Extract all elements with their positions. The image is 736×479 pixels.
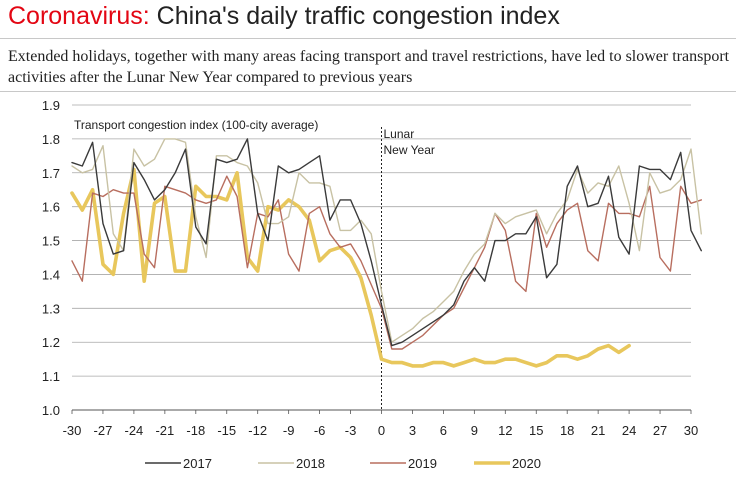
series-line-2020 [70,167,631,368]
x-tick-label: -6 [314,423,326,438]
x-tick-label: -9 [283,423,295,438]
y-tick-label: 1.5 [42,234,60,249]
y-tick-label: 1.3 [42,301,60,316]
x-tick-label: 9 [471,423,478,438]
chart-title: Coronavirus: China's daily traffic conge… [8,2,560,31]
x-tick-label: -3 [345,423,357,438]
x-tick-label: -21 [155,423,174,438]
x-tick-label: 18 [560,423,574,438]
series-line-2019 [71,175,702,350]
series-line-2018 [71,138,702,343]
x-tick-label: 30 [684,423,698,438]
y-tick-label: 1.8 [42,132,60,147]
x-tick-label: 3 [409,423,416,438]
chart-inner-label: Transport congestion index (100-city ave… [74,118,318,132]
x-tick-label: 27 [653,423,667,438]
x-tick-label: -18 [186,423,205,438]
x-axis: -30 -27 -24 -21 -18 -15 -12 -9 -6 -3 0 3 6 9 12 15 18 21 2… [63,410,698,438]
y-tick-label: 1.6 [42,200,60,215]
series-lines [70,138,702,368]
y-tick-label: 1.2 [42,335,60,350]
x-tick-label: -15 [217,423,236,438]
chart-subtitle: Extended holidays, together with many ar… [8,48,730,86]
x-tick-label: 15 [529,423,543,438]
y-axis: 1.0 1.1 1.2 1.3 1.4 1.5 1.6 1.7 1.8 1.9 [42,98,60,418]
x-tick-label: -24 [125,423,144,438]
y-tick-label: 1.4 [42,267,60,282]
legend: 2017 2018 2019 2020 [145,456,541,471]
subtitle-rule [0,91,736,92]
x-tick-label: 24 [622,423,636,438]
legend-label-2019: 2019 [408,456,437,471]
x-tick-label: -27 [94,423,113,438]
series-line-2017 [71,138,702,347]
x-tick-label: -30 [63,423,82,438]
chart-title-rest: China's daily traffic congestion index [149,2,560,30]
x-tick-label: -12 [248,423,267,438]
legend-label-2017: 2017 [183,456,212,471]
legend-label-2018: 2018 [296,456,325,471]
lunar-new-year-annotation: Lunar New Year [381,127,435,410]
annotation-label: New Year [384,143,435,157]
legend-label-2020: 2020 [512,456,541,471]
y-tick-label: 1.9 [42,98,60,113]
y-tick-label: 1.1 [42,369,60,384]
title-rule [0,38,736,39]
x-tick-label: 21 [591,423,605,438]
x-tick-label: 12 [498,423,512,438]
y-tick-label: 1.7 [42,166,60,181]
y-tick-label: 1.0 [42,403,60,418]
annotation-label: Lunar [384,127,415,141]
chart-title-lead: Coronavirus: [8,2,150,30]
x-tick-label: 6 [440,423,447,438]
x-tick-label: 0 [378,423,385,438]
